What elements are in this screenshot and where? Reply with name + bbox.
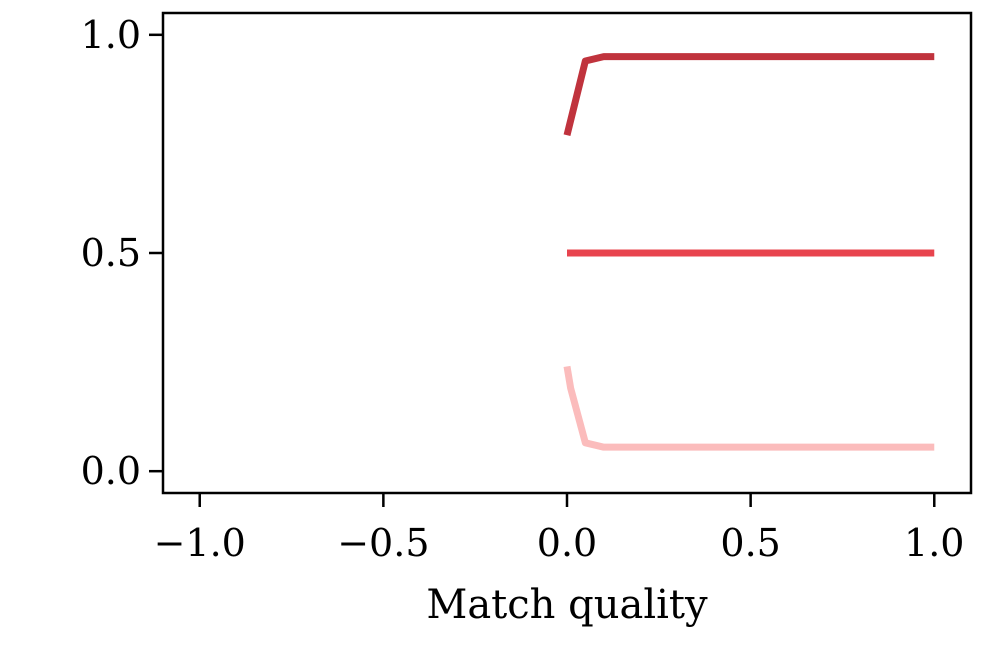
x-tick-label: 0.0 [537, 521, 597, 565]
y-axis: 0.0 0.5 1.0 [81, 13, 163, 493]
x-axis-title: Match quality [426, 582, 708, 628]
x-tick-label: −1.0 [154, 521, 246, 565]
series-line-3 [563, 365, 935, 451]
x-tick-label: 1.0 [904, 521, 964, 565]
y-tick-label: 0.5 [81, 231, 141, 275]
y-tick-label: 0.0 [81, 449, 141, 493]
y-tick-label: 1.0 [81, 13, 141, 57]
x-tick-label: −0.5 [337, 521, 429, 565]
x-axis: −1.0 −0.5 0.0 0.5 1.0 [154, 493, 964, 565]
series-line-1 [563, 53, 935, 137]
series-layer [563, 53, 935, 451]
x-tick-label: 0.5 [720, 521, 780, 565]
